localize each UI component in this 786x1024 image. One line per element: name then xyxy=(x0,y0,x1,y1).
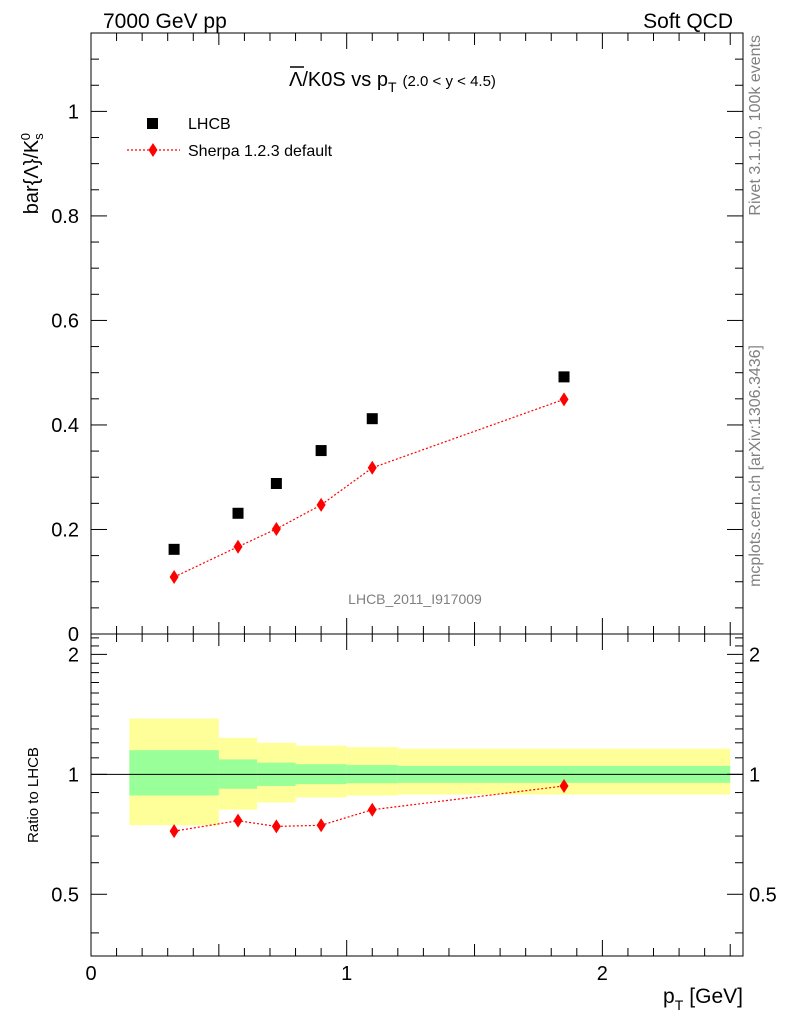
sherpa-line xyxy=(173,398,565,578)
sherpa-data-point xyxy=(559,392,569,407)
ratio-ytick-label-right: 0.5 xyxy=(749,884,777,906)
ratio-ytick-label-right: 1 xyxy=(749,764,760,786)
sherpa-data-point xyxy=(233,539,243,554)
sherpa-data-point xyxy=(271,521,281,536)
main-ytick-label: 0 xyxy=(68,624,79,646)
ratio-xtick-label: 2 xyxy=(597,963,608,985)
ratio-ytick-label-right: 2 xyxy=(749,644,760,666)
ratio-ytick-label: 2 xyxy=(68,644,79,666)
main-ytick-label: 0.8 xyxy=(51,206,79,228)
legend-marker-sherpa xyxy=(148,143,158,157)
legend-label-sherpa: Sherpa 1.2.3 default xyxy=(188,143,333,160)
plot-title: Λ/K0S vs pT (2.0 < y < 4.5) xyxy=(289,69,496,95)
lhcb-data-point xyxy=(315,445,327,457)
title-range: (2.0 < y < 4.5) xyxy=(403,73,496,90)
main-ylabel-sub: s xyxy=(31,133,46,140)
main-ylabel-text: bar{Λ}/K xyxy=(21,139,43,214)
analysis-watermark: LHCB_2011_I917009 xyxy=(348,591,482,607)
sherpa-data-point xyxy=(367,460,377,475)
ratio-sherpa-point xyxy=(271,819,281,834)
main-ylabel-sup: 0 xyxy=(18,133,33,140)
main-ytick-label: 1 xyxy=(68,101,79,123)
legend-label-lhcb: LHCB xyxy=(188,116,231,133)
ratio-sherpa-line xyxy=(174,785,565,832)
side-text-lower: mcplots.cern.ch [arXiv:1306.3436] xyxy=(747,345,764,587)
ratio-ylabel: Ratio to LHCB xyxy=(25,747,42,843)
ratio-sherpa-point xyxy=(316,818,326,833)
main-ytick-label: 0.6 xyxy=(51,310,79,332)
lhcb-data-point xyxy=(558,371,570,383)
title-bar-symbol: Λ xyxy=(289,69,303,91)
legend-marker-lhcb xyxy=(147,118,158,129)
xlabel-sub: T xyxy=(675,997,684,1013)
sherpa-data-point xyxy=(169,570,179,585)
ratio-sherpa-point xyxy=(367,802,377,817)
header-right: Soft QCD xyxy=(643,10,733,33)
ratio-xtick-label: 0 xyxy=(85,963,96,985)
ratio-xtick-label: 1 xyxy=(341,963,352,985)
lhcb-data-point xyxy=(270,477,282,489)
ratio-plot-panel: 0.5 0.5 1 1 2 2 0 1 2 xyxy=(51,633,777,985)
ratio-sherpa-point xyxy=(233,813,243,828)
lhcb-data-point xyxy=(168,543,180,555)
header-left: 7000 GeV pp xyxy=(103,10,227,33)
xlabel-unit: [GeV] xyxy=(689,985,743,1008)
main-ytick-label: 0.4 xyxy=(51,415,79,437)
legend: LHCB Sherpa 1.2.3 default xyxy=(127,116,333,160)
main-ytick-label: 0.2 xyxy=(51,519,79,541)
side-text-upper: Rivet 3.1.10, 100k events xyxy=(747,35,764,216)
main-plot-panel: 0 0.2 0.4 0.6 0.8 1 xyxy=(51,32,744,646)
sherpa-data-point xyxy=(316,497,326,512)
ratio-xlabel: pT [GeV] xyxy=(663,985,743,1013)
ratio-ytick-label: 0.5 xyxy=(51,884,79,906)
ratio-plot-frame xyxy=(90,633,744,957)
ratio-ytick-label: 1 xyxy=(68,764,79,786)
main-ylabel: bar{Λ}/Ks0 xyxy=(18,133,46,215)
lhcb-data-point xyxy=(366,413,378,425)
ratio-sherpa-point xyxy=(169,824,179,839)
uncertainty-band-inner xyxy=(129,750,219,796)
ratio-sherpa-point xyxy=(559,778,569,793)
xlabel-p: p xyxy=(663,985,675,1008)
title-sub: T xyxy=(388,79,397,95)
title-main: /K0S vs p xyxy=(302,69,388,91)
lhcb-data-point xyxy=(232,507,244,519)
